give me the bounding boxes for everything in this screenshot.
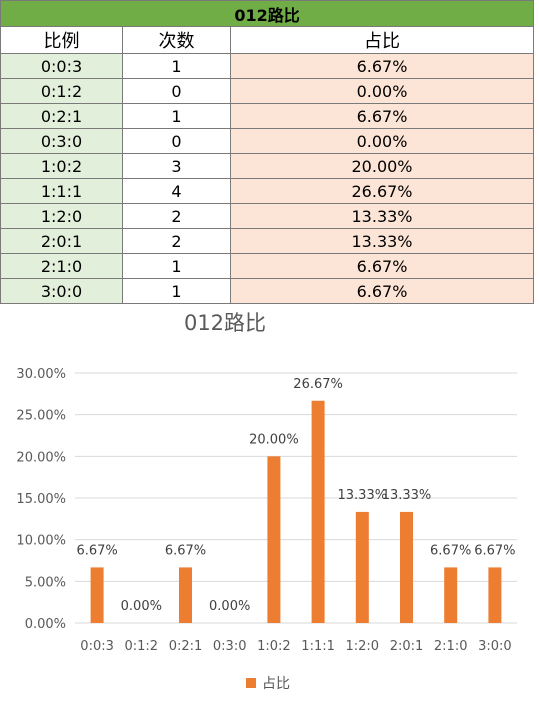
y-tick-label: 5.00% bbox=[25, 575, 66, 590]
data-label: 6.67% bbox=[165, 543, 206, 558]
bar bbox=[90, 567, 104, 623]
legend-swatch bbox=[246, 678, 256, 688]
table-row: 0:2:1 1 6.67% bbox=[0, 103, 535, 129]
x-tick-label: 0:1:2 bbox=[125, 639, 159, 654]
count-cell: 0 bbox=[122, 78, 231, 104]
data-label: 6.67% bbox=[474, 543, 515, 558]
ratio-cell: 0:1:2 bbox=[0, 78, 123, 104]
share-cell: 6.67% bbox=[229, 278, 535, 304]
data-label: 6.67% bbox=[76, 543, 117, 558]
header-ratio: 比例 bbox=[0, 26, 123, 54]
bar bbox=[267, 456, 281, 623]
share-cell: 0.00% bbox=[229, 128, 535, 154]
count-cell: 2 bbox=[122, 203, 231, 229]
header-share: 占比 bbox=[229, 26, 535, 54]
count-cell: 2 bbox=[122, 228, 231, 254]
y-tick-label: 25.00% bbox=[16, 409, 66, 424]
bar bbox=[400, 511, 413, 623]
count-cell: 1 bbox=[122, 253, 231, 279]
x-tick-label: 1:0:2 bbox=[257, 639, 291, 654]
bar bbox=[488, 567, 502, 623]
chart-title: 012路比 bbox=[184, 311, 266, 335]
share-cell: 6.67% bbox=[229, 103, 535, 129]
table-row: 2:1:0 1 6.67% bbox=[0, 253, 535, 279]
table-header-row: 比例 次数 占比 bbox=[0, 26, 535, 54]
y-tick-label: 20.00% bbox=[16, 450, 66, 465]
share-cell: 13.33% bbox=[229, 228, 535, 254]
ratio-cell: 0:3:0 bbox=[0, 128, 123, 154]
data-label: 20.00% bbox=[249, 432, 299, 447]
count-cell: 0 bbox=[122, 128, 231, 154]
table-row: 1:0:2 3 20.00% bbox=[0, 153, 535, 179]
bar bbox=[311, 400, 325, 623]
data-label: 0.00% bbox=[209, 599, 250, 614]
header-count: 次数 bbox=[122, 26, 231, 54]
ratio-cell: 2:0:1 bbox=[0, 228, 123, 254]
table-row: 0:1:2 0 0.00% bbox=[0, 78, 535, 104]
table-row: 1:1:1 4 26.67% bbox=[0, 178, 535, 204]
count-cell: 3 bbox=[122, 153, 231, 179]
y-tick-label: 30.00% bbox=[16, 367, 66, 382]
data-label: 13.33% bbox=[382, 488, 432, 503]
x-tick-label: 3:0:0 bbox=[478, 639, 512, 654]
ratio-cell: 1:1:1 bbox=[0, 178, 123, 204]
share-cell: 26.67% bbox=[229, 178, 535, 204]
share-cell: 6.67% bbox=[229, 53, 535, 79]
x-tick-label: 1:2:0 bbox=[346, 639, 380, 654]
table-row: 0:0:3 1 6.67% bbox=[0, 53, 535, 79]
ratio-cell: 1:2:0 bbox=[0, 203, 123, 229]
x-tick-label: 0:2:1 bbox=[169, 639, 203, 654]
data-label: 0.00% bbox=[121, 599, 162, 614]
table-row: 2:0:1 2 13.33% bbox=[0, 228, 535, 254]
count-cell: 4 bbox=[122, 178, 231, 204]
table-title-row: 012路比 bbox=[0, 0, 535, 27]
table-title: 012路比 bbox=[0, 0, 535, 27]
data-label: 6.67% bbox=[430, 543, 471, 558]
ratio-cell: 3:0:0 bbox=[0, 278, 123, 304]
data-label: 13.33% bbox=[338, 488, 388, 503]
share-cell: 20.00% bbox=[229, 153, 535, 179]
y-tick-label: 0.00% bbox=[25, 617, 66, 632]
x-tick-label: 2:1:0 bbox=[434, 639, 468, 654]
x-tick-label: 0:0:3 bbox=[80, 639, 114, 654]
bar bbox=[355, 511, 369, 623]
x-tick-label: 0:3:0 bbox=[213, 639, 247, 654]
ratio-cell: 0:0:3 bbox=[0, 53, 123, 79]
share-cell: 0.00% bbox=[229, 78, 535, 104]
table-row: 0:3:0 0 0.00% bbox=[0, 128, 535, 154]
count-cell: 1 bbox=[122, 103, 231, 129]
count-cell: 1 bbox=[122, 53, 231, 79]
y-tick-label: 10.00% bbox=[16, 534, 66, 549]
share-cell: 13.33% bbox=[229, 203, 535, 229]
table-row: 3:0:0 1 6.67% bbox=[0, 278, 535, 304]
bar-chart: 012路比 0.00% 5.00% 10.00% 15.00% 20.00% 25.00% 3… bbox=[16, 311, 517, 692]
ratio-cell: 0:2:1 bbox=[0, 103, 123, 129]
bar bbox=[444, 567, 458, 623]
ratio-cell: 2:1:0 bbox=[0, 253, 123, 279]
table-row: 1:2:0 2 13.33% bbox=[0, 203, 535, 229]
data-table: 012路比 比例 次数 占比 0:0:3 1 6.67% 0:1:2 0 0.00% 0:2… bbox=[0, 0, 535, 304]
x-tick-label: 2:0:1 bbox=[390, 639, 424, 654]
data-label: 26.67% bbox=[293, 377, 343, 392]
ratio-cell: 1:0:2 bbox=[0, 153, 123, 179]
x-tick-label: 1:1:1 bbox=[301, 639, 335, 654]
legend-label: 占比 bbox=[262, 676, 290, 692]
bar bbox=[179, 567, 192, 623]
share-cell: 6.67% bbox=[229, 253, 535, 279]
y-tick-label: 15.00% bbox=[16, 492, 66, 507]
